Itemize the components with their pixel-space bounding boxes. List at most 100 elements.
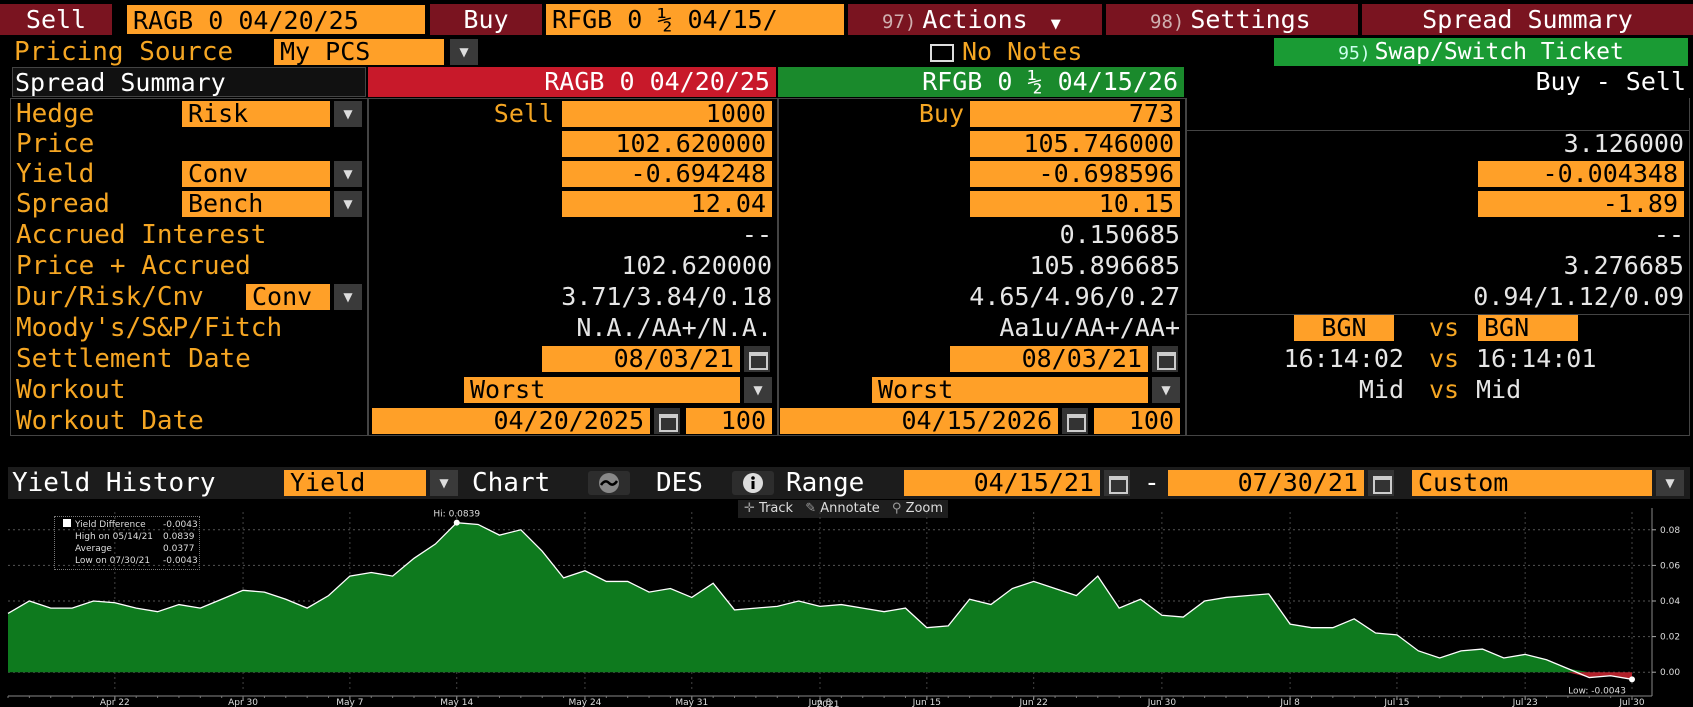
source-left-input[interactable]: BGN (1294, 315, 1394, 341)
buy-ticker-input[interactable]: RFGB 0 ½ 04/15/ (546, 4, 844, 35)
mid-left: Mid (1358, 375, 1404, 404)
sell-panel (368, 98, 778, 436)
calendar-icon[interactable] (1152, 346, 1178, 372)
track-tool[interactable]: ✛ Track (744, 501, 793, 516)
sell-workout-select[interactable]: Worst (464, 377, 740, 403)
chevron-down-icon[interactable]: ▼ (1152, 377, 1180, 403)
vs-label: vs (1428, 375, 1460, 404)
buy-spread-input[interactable]: 10.15 (970, 191, 1180, 217)
legend-square-icon (63, 519, 71, 527)
sell-workout-price-input[interactable]: 100 (686, 408, 772, 434)
calendar-icon[interactable] (654, 408, 680, 434)
swap-switch-ticket-button[interactable]: 95) Swap/Switch Ticket (1274, 38, 1688, 66)
buy-workout-price-input[interactable]: 100 (1094, 408, 1180, 434)
hedge-mode-select[interactable]: Risk (182, 101, 330, 127)
legend-low-value: -0.0043 (163, 556, 198, 566)
range-to-input[interactable]: 07/30/21 (1168, 470, 1364, 496)
legend-row-avg: Average 0.0377 (59, 543, 195, 555)
spread-summary-tab[interactable]: Spread Summary (1362, 4, 1693, 35)
chevron-down-icon[interactable]: ▼ (744, 377, 772, 403)
legend-avg-value: 0.0377 (163, 544, 195, 554)
spread-mode-select[interactable]: Bench (182, 191, 330, 217)
sell-qty-input[interactable]: 1000 (562, 101, 772, 127)
x-tick-label: Jun 22 (1018, 698, 1047, 707)
notes-indicator[interactable]: No Notes (930, 38, 1082, 66)
buy-qty-input[interactable]: 773 (970, 101, 1180, 127)
sell-workout-price-value: 100 (720, 408, 766, 434)
dur-mode-select[interactable]: Conv (246, 284, 330, 310)
buy-yield-input[interactable]: -0.698596 (970, 161, 1180, 187)
actions-menu-button[interactable]: 97) Actions ▼ (848, 4, 1102, 35)
chevron-down-icon[interactable]: ▼ (334, 161, 362, 187)
sell-workout-value: Worst (470, 377, 546, 403)
diff-blank-row (1187, 98, 1689, 131)
buy-yield-value: -0.698596 (1038, 161, 1174, 187)
settings-button[interactable]: 98) Settings (1106, 4, 1358, 35)
history-type-select[interactable]: Yield (284, 470, 426, 496)
history-type-value: Yield (290, 470, 366, 496)
chevron-down-icon[interactable]: ▼ (334, 191, 362, 217)
chevron-down-icon[interactable]: ▼ (334, 101, 362, 127)
zoom-tool[interactable]: ⚲ Zoom (892, 501, 943, 516)
x-tick-label: May 14 (440, 698, 473, 707)
calendar-icon[interactable] (744, 346, 770, 372)
sell-bond-header: RAGB 0 04/20/25 (368, 67, 776, 97)
sell-price-input[interactable]: 102.620000 (562, 131, 772, 157)
ratings-label: Moody's/S&P/Fitch (16, 313, 283, 343)
chart-toggle-button[interactable] (588, 471, 630, 495)
range-period-select[interactable]: Custom (1412, 470, 1652, 496)
sell-workout-date-input[interactable]: 04/20/2025 (372, 408, 650, 434)
sell-ratings: N.A./AA+/N.A. (576, 313, 772, 342)
sell-spread-input[interactable]: 12.04 (562, 191, 772, 217)
price-accrued-label: Price + Accrued (16, 251, 251, 281)
area-fill (8, 522, 1632, 673)
sell-qty-label: Sell (493, 99, 554, 128)
dur-risk-cnv-label: Dur/Risk/Cnv (16, 282, 204, 312)
chevron-down-icon[interactable]: ▼ (430, 470, 458, 496)
chevron-down-icon[interactable]: ▼ (1656, 470, 1684, 496)
annotate-tool[interactable]: ✎ Annotate (805, 501, 880, 516)
buy-workout-select[interactable]: Worst (872, 377, 1148, 403)
yield-mode-select[interactable]: Conv (182, 161, 330, 187)
track-text: Track (759, 501, 794, 516)
yield-history-chart[interactable]: 0.08 0.06 0.04 0.02 0.00 Apr 22 Apr 30 May 7 May… (0, 500, 1693, 707)
year-label: 2021 (817, 700, 840, 707)
hedge-label: Hedge (16, 99, 95, 129)
buy-dur-risk-cnv: 4.65/4.96/0.27 (969, 282, 1180, 311)
buy-price-input[interactable]: 105.746000 (970, 131, 1180, 157)
legend-high-label: High on 05/14/21 (75, 532, 154, 542)
spread-summary-tab-text: Spread Summary (1422, 5, 1633, 34)
buy-qty-value: 773 (1128, 101, 1174, 127)
des-info-button[interactable] (732, 471, 774, 495)
buy-bond-header: RFGB 0 ½ 04/15/26 (778, 67, 1184, 97)
spread-diff-input[interactable]: -1.89 (1478, 191, 1684, 217)
source-right-input[interactable]: BGN (1478, 315, 1578, 341)
buy-panel (778, 98, 1186, 436)
x-tick-label: Jun 15 (912, 698, 941, 707)
buy-workout-date-input[interactable]: 04/15/2026 (780, 408, 1058, 434)
x-tick-label: Jul 15 (1383, 698, 1409, 707)
range-from-input[interactable]: 04/15/21 (904, 470, 1100, 496)
hedge-mode-value: Risk (188, 101, 249, 127)
legend-row-series: Yield Difference -0.0043 (59, 519, 198, 531)
pricing-source-select[interactable]: My PCS (274, 39, 444, 65)
sell-settlement-date-input[interactable]: 08/03/21 (542, 346, 740, 372)
calendar-icon[interactable] (1062, 408, 1088, 434)
sell-dur-risk-cnv: 3.71/3.84/0.18 (561, 282, 772, 311)
y-tick-label: 0.08 (1660, 526, 1680, 536)
calendar-icon[interactable] (1104, 470, 1130, 496)
buy-settlement-date-value: 08/03/21 (1021, 346, 1142, 372)
calendar-icon[interactable] (1368, 470, 1394, 496)
sell-yield-input[interactable]: -0.694248 (562, 161, 772, 187)
yield-diff-input[interactable]: -0.004348 (1478, 161, 1684, 187)
info-icon (743, 473, 763, 493)
chart-legend: Yield Difference -0.0043 High on 05/14/21… (54, 516, 200, 570)
sell-ticker-input[interactable]: RAGB 0 04/20/25 (126, 4, 426, 35)
sell-label-text: Sell (25, 5, 87, 34)
buy-settlement-date-input[interactable]: 08/03/21 (950, 346, 1148, 372)
chevron-down-icon[interactable]: ▼ (450, 39, 478, 65)
x-tick-label: Jun 8 (808, 698, 832, 707)
chevron-down-icon[interactable]: ▼ (334, 284, 362, 310)
high-marker (453, 519, 460, 526)
range-from-value: 04/15/21 (973, 470, 1094, 496)
